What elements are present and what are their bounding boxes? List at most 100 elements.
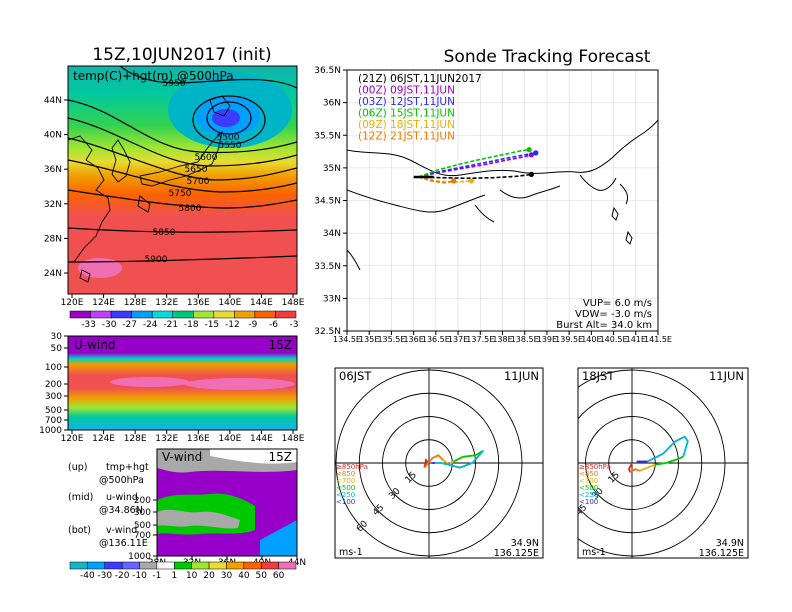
colorbar-swatch <box>110 310 132 319</box>
vwind-white-region <box>210 449 297 464</box>
colorbar-tick-label: -6 <box>269 320 278 330</box>
y-tick-label: 34N <box>323 229 341 239</box>
colorbar-tick-label: 1 <box>171 571 177 581</box>
colorbar-tick-label: -9 <box>248 320 257 330</box>
trajectory-endpoint <box>451 178 457 184</box>
x-tick-label: 137.5E <box>466 335 494 344</box>
colorbar-tick-label: 20 <box>203 571 215 581</box>
colorbar-tick-label: 60 <box>273 571 285 581</box>
legend-entry: (12Z) 21JST,11JUN <box>358 131 455 143</box>
hodograph-unit: ms-1 <box>582 547 606 558</box>
contour-label: 5550 <box>219 141 242 151</box>
forecast-coastline <box>347 119 658 271</box>
hodograph-lat: 34.9N <box>511 538 539 549</box>
contour-label: 5850 <box>153 228 176 238</box>
hodo-legend-entry: <700 <box>336 477 355 485</box>
colorbar-tick-label: -33 <box>81 320 96 330</box>
y-tick-label: 700 <box>45 416 62 426</box>
x-tick-label: 136E <box>187 298 210 308</box>
y-tick-label: 36.5N <box>314 66 341 76</box>
vwind-blue-region <box>260 520 297 556</box>
hodograph-segment <box>627 462 633 473</box>
contour-label: 5700 <box>187 177 210 187</box>
param-line: Burst Alt= 34.0 km <box>556 320 652 331</box>
y-tick-label: 36N <box>44 165 62 175</box>
y-tick-label: 100 <box>45 363 62 373</box>
x-tick-label: 136E <box>403 335 423 344</box>
y-tick-label: 44N <box>44 96 62 106</box>
colorbar-swatch <box>275 310 297 319</box>
ring-label: 60 <box>558 519 573 534</box>
colorbar-swatch <box>213 310 235 319</box>
colorbar-tick-label: -24 <box>143 320 158 330</box>
y-tick-label: 200 <box>45 380 62 390</box>
y-tick-label: 500 <box>45 406 62 416</box>
hodo-legend-entry: <500 <box>336 484 355 492</box>
trajectory-tracks <box>413 147 539 184</box>
vwind-colorbar: -40 -30 -20 -10 -1 1 10 20 30 40 50 60 <box>69 561 297 581</box>
colorbar-swatch <box>151 310 173 319</box>
legend-entry: (09Z) 18JST,11JUN <box>358 119 455 131</box>
colorbar-tick-label: -12 <box>225 320 240 330</box>
hodo-legend-entry: <100 <box>336 498 355 506</box>
colorbar-tick-label: -20 <box>115 571 130 581</box>
ring-label: 45 <box>574 503 589 518</box>
colorbar-tick-label: 50 <box>256 571 268 581</box>
contour-label: 5500 <box>217 133 240 143</box>
hodograph-lon: 136.125E <box>494 548 539 559</box>
y-tick-label: 1000 <box>39 426 62 436</box>
hodo-legend-entry: <850 <box>579 470 598 478</box>
colorbar-swatch <box>69 310 91 319</box>
temp-map-panel: 15Z,10JUN2017 (init) <box>44 45 305 330</box>
hodograph-date: 11JUN <box>504 369 539 383</box>
trajectory-endpoint <box>533 150 539 156</box>
hodo-legend-entry: <700 <box>579 477 598 485</box>
x-tick-label: 144E <box>250 434 273 444</box>
hodograph-segment <box>647 435 689 463</box>
x-tick-label: 44N <box>288 558 306 568</box>
y-tick-label: 300 <box>45 392 62 402</box>
x-tick-label: 120E <box>61 434 84 444</box>
hodograph-segment <box>423 454 444 469</box>
y-tick-label: 200 <box>134 496 151 506</box>
forecast-grid <box>347 70 658 331</box>
x-tick-label: 120E <box>61 298 84 308</box>
x-tick-label: 136.5E <box>422 335 450 344</box>
trajectory-line <box>418 152 536 178</box>
note-key: (mid) <box>68 492 93 503</box>
colorbar-tick-label: 30 <box>221 571 233 581</box>
colorbar-tick-label: -15 <box>204 320 219 330</box>
hodo-legend-entry: ≥850hPa <box>579 463 611 471</box>
uwind-x-ticks: 120E 124E 128E 132E 136E 140E 144E 148E <box>61 430 305 444</box>
y-tick-label: 300 <box>134 508 151 518</box>
colorbar-swatch <box>260 561 279 570</box>
colorbar-tick-label: -30 <box>97 571 112 581</box>
colorbar-swatch <box>234 310 256 319</box>
x-tick-label: 132E <box>155 434 178 444</box>
y-tick-label: 50 <box>51 344 63 354</box>
x-tick-label: 139E <box>537 335 557 344</box>
y-tick-label: 24N <box>44 269 62 279</box>
y-tick-label: 32.5N <box>314 327 341 337</box>
x-tick-label: 148E <box>282 434 305 444</box>
note-value: tmp+hgt <box>106 462 149 473</box>
hodograph-segment <box>629 468 641 474</box>
coastlines <box>68 95 231 283</box>
legend-entry: (03Z) 12JST,11JUN <box>358 96 455 108</box>
forecast-title: Sonde Tracking Forecast <box>444 47 651 67</box>
hodo-legend-entry: <850 <box>336 470 355 478</box>
trajectory-endpoint <box>468 178 474 184</box>
x-tick-label: 135.5E <box>377 335 405 344</box>
forecast-legend: (21Z) 06JST,11JUN2017(00Z) 09JST,11JUN(0… <box>358 73 482 143</box>
trajectory-line <box>418 154 532 178</box>
contour-label: 5950 <box>163 79 186 89</box>
colorbar-tick-label: -18 <box>184 320 199 330</box>
x-tick-label: 148E <box>282 298 305 308</box>
hodograph-segment <box>655 455 684 466</box>
